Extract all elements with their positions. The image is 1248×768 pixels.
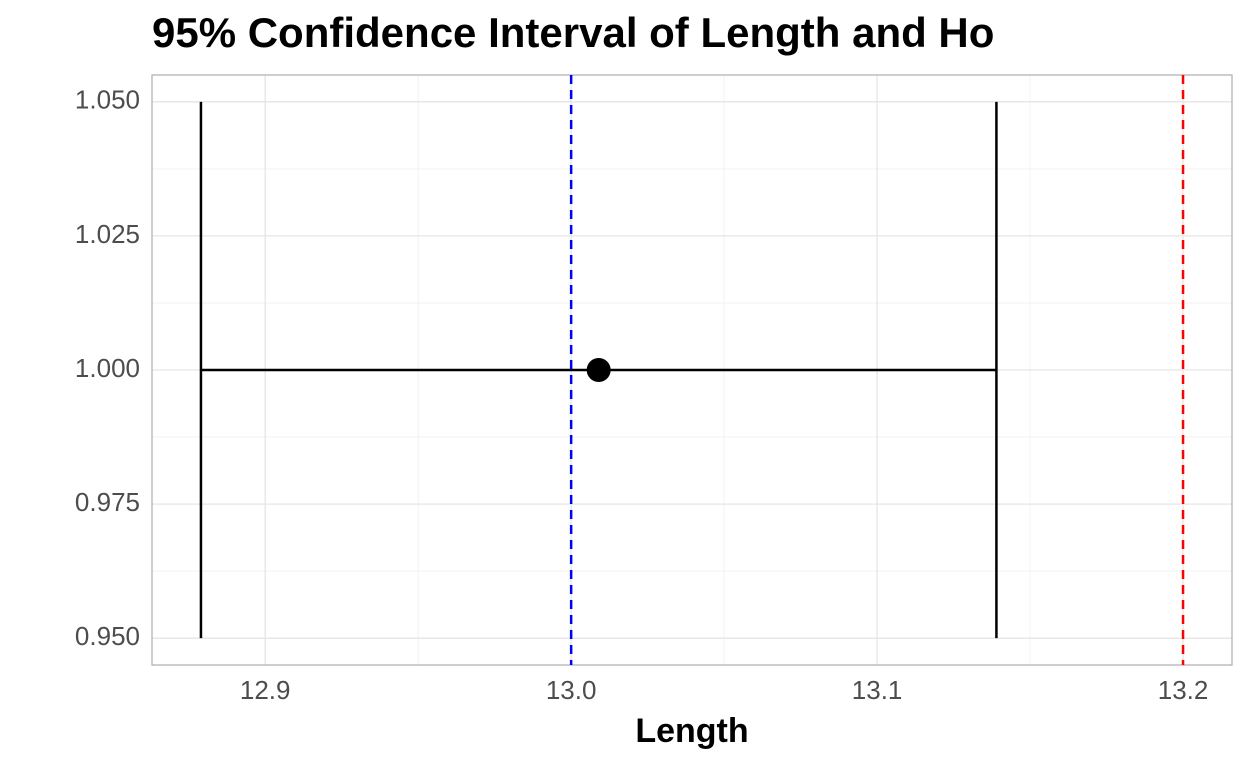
y-tick-label: 1.050 <box>75 85 140 115</box>
x-axis-label: Length <box>635 712 748 750</box>
x-tick-label: 12.9 <box>240 675 291 705</box>
x-tick-label: 13.1 <box>852 675 903 705</box>
panel-border <box>151 74 1233 666</box>
y-tick-label: 0.975 <box>75 487 140 517</box>
y-tick-label: 0.950 <box>75 621 140 651</box>
y-tick-label: 1.000 <box>75 353 140 383</box>
chart-title: 95% Confidence Interval of Length and Ho <box>152 9 994 56</box>
y-tick-label: 1.025 <box>75 219 140 249</box>
x-tick-label: 13.0 <box>546 675 597 705</box>
x-tick-label: 13.2 <box>1158 675 1209 705</box>
point <box>586 358 611 382</box>
